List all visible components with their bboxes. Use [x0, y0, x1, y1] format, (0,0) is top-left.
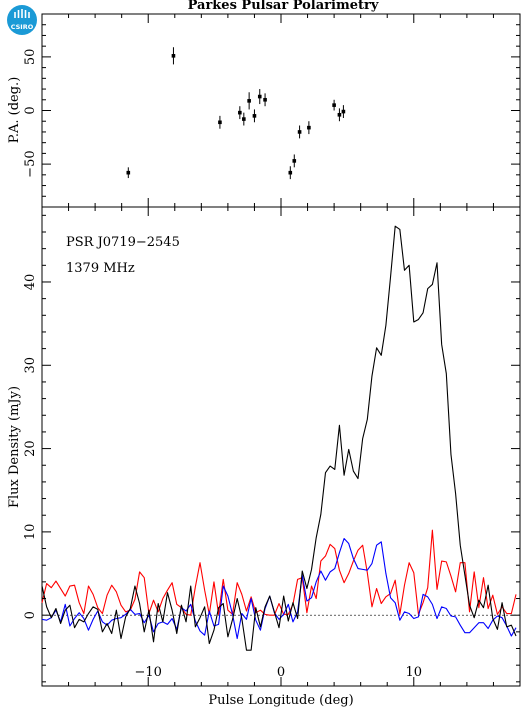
flux-ytick-label: 40 [23, 274, 38, 291]
flux-axis-label: Flux Density (mJy) [7, 386, 22, 508]
pa-panel-frame [41, 13, 521, 208]
flux-series-circular [41, 537, 517, 640]
flux-panel: 0 10 20 30 40 −10 0 10 Flux Density (mJy) Pulse… [7, 206, 521, 708]
pa-point [341, 109, 346, 114]
pa-point [263, 97, 267, 102]
pa-ytick-label: 50 [23, 49, 38, 66]
pa-point [238, 110, 242, 115]
pa-point [242, 117, 246, 121]
csiro-logo: CSIRO [7, 5, 37, 35]
pa-point [292, 159, 297, 163]
flux-ytick-label: 0 [23, 611, 38, 619]
pa-point [332, 103, 336, 107]
flux-xtick-label: 10 [406, 665, 423, 680]
pa-data-points [126, 47, 346, 180]
frequency-label: 1379 MHz [66, 261, 135, 276]
pa-axis-label: P.A. (deg.) [7, 77, 22, 144]
pa-panel: −50 0 50 P.A. (deg.) [7, 13, 521, 208]
flux-xtick-label: −10 [135, 665, 162, 680]
flux-ytick-label: 30 [23, 357, 38, 374]
flux-ytick-label: 10 [23, 524, 38, 541]
flux-axis-ticks [41, 207, 521, 686]
pa-axis-tick-labels: −50 0 50 [23, 49, 38, 178]
flux-series-linear [41, 529, 517, 616]
pulsar-name-label: PSR J0719−2545 [66, 235, 180, 250]
csiro-bars-icon [14, 9, 30, 18]
pa-point [252, 114, 257, 118]
pa-axis-ticks [41, 13, 521, 208]
pa-point [297, 130, 302, 134]
pa-point [337, 112, 342, 117]
x-axis-label: Pulse Longitude (deg) [208, 693, 353, 708]
flux-axis-tick-labels: 0 10 20 30 40 −10 0 10 [23, 274, 422, 680]
flux-series-total [41, 225, 517, 651]
pa-ytick-label: 0 [23, 106, 38, 114]
pa-point [171, 54, 176, 58]
pa-point [288, 170, 293, 175]
pa-point [126, 170, 131, 175]
pa-point [247, 99, 251, 103]
flux-xtick-label: 0 [277, 665, 285, 680]
flux-ytick-label: 20 [23, 440, 38, 457]
pa-point [218, 120, 222, 125]
pa-ytick-label: −50 [23, 150, 38, 177]
chart-title: Parkes Pulsar Polarimetry [188, 0, 379, 13]
pa-point [257, 94, 262, 99]
flux-series-lines [41, 225, 517, 651]
pa-point [307, 125, 311, 130]
csiro-logo-text: CSIRO [11, 23, 34, 31]
